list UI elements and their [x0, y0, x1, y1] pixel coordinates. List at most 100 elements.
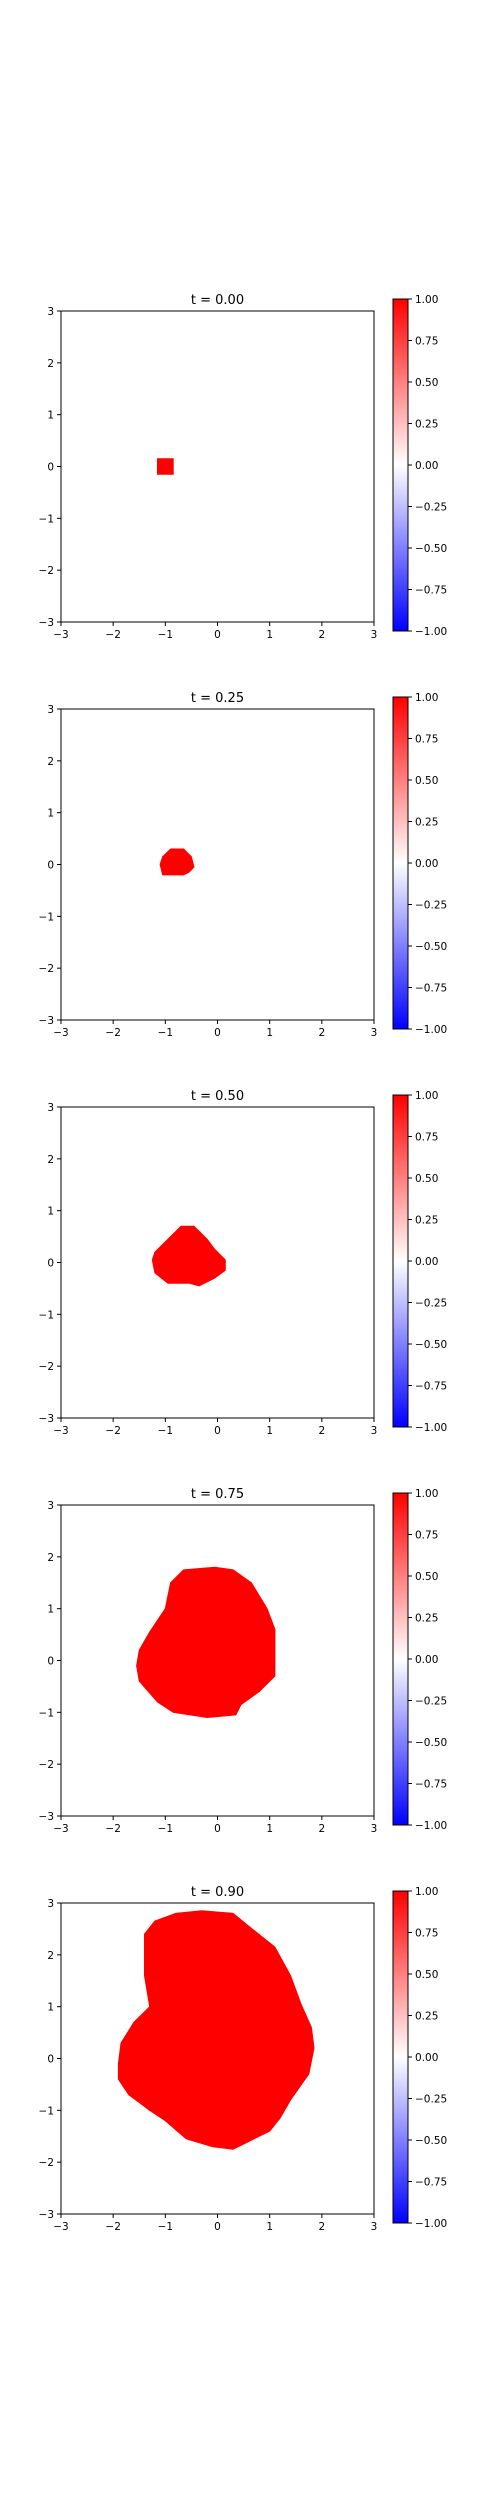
x-tick-label: 1	[266, 1027, 273, 1039]
x-tick-label: −2	[105, 1027, 120, 1039]
colorbar	[393, 1891, 408, 2223]
colorbar-tick-label: 0.00	[415, 858, 438, 870]
y-tick-label: −1	[39, 513, 54, 525]
x-tick-label: −3	[53, 629, 68, 641]
y-tick-label: 0	[47, 1258, 54, 1270]
y-tick-label: −1	[39, 2105, 54, 2117]
x-tick-label: −1	[158, 1425, 173, 1437]
colorbar-tick-label: 1.00	[415, 1886, 438, 1898]
colorbar-tick-label: −0.75	[415, 1779, 447, 1791]
colorbar	[393, 697, 408, 1029]
x-tick-label: 1	[266, 1823, 273, 1835]
x-tick-label: −1	[158, 629, 173, 641]
colorbar-tick-label: 0.75	[415, 1132, 438, 1144]
colorbar-tick-label: 0.00	[415, 1256, 438, 1268]
y-tick-label: −2	[39, 1361, 54, 1373]
y-tick-label: 1	[47, 410, 54, 422]
colorbar-tick-label: −0.75	[415, 585, 447, 597]
x-tick-label: 1	[266, 629, 273, 641]
y-tick-label: −3	[39, 617, 54, 629]
x-tick-label: −2	[105, 1823, 120, 1835]
colorbar-tick-label: 0.50	[415, 775, 438, 787]
y-tick-label: 0	[47, 462, 54, 474]
colorbar-tick-label: 0.00	[415, 1654, 438, 1666]
y-tick-label: −3	[39, 1413, 54, 1425]
colorbar-tick-label: −0.25	[415, 2094, 447, 2106]
panel-title: t = 0.00	[191, 293, 244, 308]
colorbar-tick-label: 0.75	[415, 336, 438, 348]
colorbar-tick-label: 1.00	[415, 1488, 438, 1500]
x-tick-label: 2	[318, 629, 325, 641]
y-tick-label: 1	[47, 1206, 54, 1218]
heatmap-panel: t = 0.75 −3 −2 −1 0 1 2 3 −3 −2 −1 0 1 2 3 1.00 0.75 0.50…	[39, 1487, 448, 1835]
y-tick-label: 3	[47, 306, 54, 318]
colorbar-tick-label: −0.25	[415, 1696, 447, 1708]
panel-title: t = 0.50	[191, 1089, 244, 1104]
x-tick-label: −1	[158, 1823, 173, 1835]
colorbar-tick-label: 0.75	[415, 1530, 438, 1542]
colorbar-tick-label: −0.75	[415, 1381, 447, 1393]
y-tick-label: 0	[47, 2054, 54, 2066]
y-tick-label: 2	[47, 756, 54, 768]
colorbar	[393, 1095, 408, 1427]
x-tick-label: −2	[105, 1425, 120, 1437]
colorbar-tick-label: 0.25	[415, 419, 438, 431]
colorbar-tick-label: 0.50	[415, 1571, 438, 1583]
x-tick-label: −2	[105, 629, 120, 641]
colorbar-tick-label: −0.50	[415, 941, 447, 953]
colorbar-tick-label: 0.75	[415, 1928, 438, 1940]
panel-title: t = 0.90	[191, 1885, 244, 1900]
x-tick-label: −1	[158, 1027, 173, 1039]
colorbar-tick-label: 0.50	[415, 377, 438, 389]
x-tick-label: 3	[371, 1823, 378, 1835]
x-tick-label: 2	[318, 1425, 325, 1437]
colorbar-tick-label: −0.75	[415, 983, 447, 995]
x-tick-label: 0	[214, 629, 221, 641]
colorbar-tick-label: 1.00	[415, 692, 438, 704]
colorbar	[393, 299, 408, 631]
colorbar-tick-label: −0.75	[415, 2177, 447, 2189]
colorbar-tick-label: 0.50	[415, 1173, 438, 1185]
colorbar-tick-label: 0.50	[415, 1969, 438, 1981]
x-tick-label: 2	[318, 2221, 325, 2233]
x-tick-label: −3	[53, 1823, 68, 1835]
colorbar-tick-label: −0.50	[415, 1339, 447, 1351]
x-tick-label: −3	[53, 2221, 68, 2233]
colorbar-tick-label: 0.75	[415, 734, 438, 746]
x-tick-label: −3	[53, 1425, 68, 1437]
x-tick-label: −1	[158, 2221, 173, 2233]
colorbar-tick-label: −1.00	[415, 1422, 447, 1434]
heatmap-panel: t = 0.90−3 −2 −1 0 1 2 3−3−2−101231.000.750.50…	[39, 1885, 448, 2233]
y-tick-label: −2	[39, 1759, 54, 1771]
x-tick-label: −3	[53, 1027, 68, 1039]
heatmap-panel: t = 0.25 −3 −2 −1 0 1 2 3 −3 −2 −1 0 1 2 3 1.00 0.75 0.50…	[39, 691, 448, 1039]
y-tick-label: 0	[47, 860, 54, 872]
y-tick-label: −1	[39, 1707, 54, 1719]
colorbar-tick-label: 0.25	[415, 1613, 438, 1625]
colorbar-tick-label: 1.00	[415, 1090, 438, 1102]
panel-title: t = 0.75	[191, 1487, 244, 1502]
y-tick-label: 3	[47, 1102, 54, 1114]
heatmap-panel: t = 0.00 −3 −2 −1 0 1 2 3 −3 −2 −1 0 1 2 3 1.00 0.75 0.50…	[39, 293, 448, 641]
y-tick-label: 3	[47, 704, 54, 716]
colorbar-tick-label: −0.50	[415, 543, 447, 555]
panel-title: t = 0.25	[191, 691, 244, 706]
x-tick-label: 1	[266, 2221, 273, 2233]
colorbar	[393, 1493, 408, 1825]
colorbar-tick-label: −0.25	[415, 900, 447, 912]
colorbar-tick-label: 0.00	[415, 460, 438, 472]
y-tick-label: −2	[39, 963, 54, 975]
y-tick-label: 0	[47, 1656, 54, 1668]
colorbar-tick-label: −1.00	[415, 2218, 447, 2230]
x-tick-label: 0	[214, 1823, 221, 1835]
y-tick-label: 3	[47, 1898, 54, 1910]
colorbar-tick-label: −0.50	[415, 1737, 447, 1749]
colorbar-tick-label: 1.00	[415, 294, 438, 306]
y-tick-label: 2	[47, 1552, 54, 1564]
y-tick-label: −2	[39, 565, 54, 577]
y-tick-label: −3	[39, 1811, 54, 1823]
y-tick-label: −2	[39, 2157, 54, 2169]
y-tick-label: −1	[39, 1309, 54, 1321]
colorbar-tick-label: −1.00	[415, 1024, 447, 1036]
